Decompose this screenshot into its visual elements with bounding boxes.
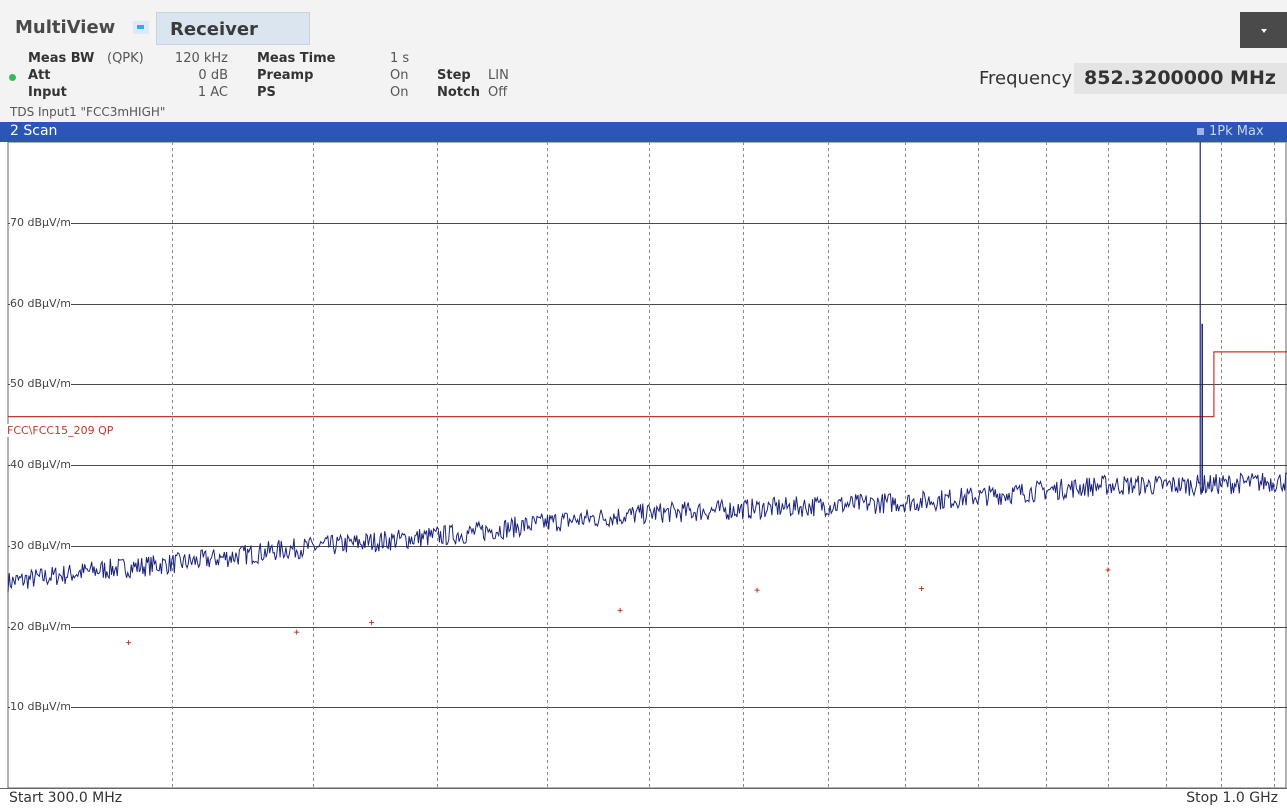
limit-line-label: FCC\FCC15_209 QP [7,424,114,437]
y-tick-label: 10 dBµV/m [10,700,71,714]
input-label: Input [28,85,67,100]
qp-marker [754,587,760,593]
y-tick-label: 40 dBµV/m [10,458,71,471]
trace-color-icon [1197,128,1204,135]
trace-1pk-max [7,471,1287,593]
tab-receiver[interactable]: Receiver [156,12,310,45]
input-value[interactable]: 1 AC [197,85,228,100]
grid-layer [7,142,1287,788]
y-tick-label: 60 dBµV/m [10,296,71,310]
spike-layer [1199,142,1203,494]
meas-time-value[interactable]: 1 s [390,51,410,66]
stop-frequency[interactable]: Stop 1.0 GHz [1186,790,1278,806]
chevron-down-icon[interactable] [1240,12,1287,48]
qp-marker [919,586,925,592]
y-tick-label: 30 dBµV/m [10,538,71,552]
preamp-value[interactable]: On [390,68,409,83]
att-label: Att [28,68,51,83]
att-value[interactable]: 0 dB [198,68,228,83]
trace-label[interactable]: 1Pk Max [1209,124,1264,139]
notch-value[interactable]: Off [488,85,508,100]
qp-marker [126,640,132,646]
marker-layer [126,567,1111,646]
preamp-label: Preamp [257,68,314,83]
meas-bw-value[interactable]: 120 kHz [174,51,228,66]
meas-bw-detector: (QPK) [107,51,144,66]
scan-plot[interactable]: 70 dBµV/m 60 dBµV/m 50 dBµV/m 40 dBµV/m 30 d… [0,142,1287,788]
y-tick-label: 70 dBµV/m [10,215,71,229]
plot-canvas [7,142,1287,788]
y-tick-label: 20 dBµV/m [10,619,71,633]
step-value[interactable]: LIN [488,68,509,83]
ps-value[interactable]: On [390,85,409,100]
source-info: TDS Input1 "FCC3mHIGH" [10,105,166,119]
multiview-icon[interactable] [133,21,149,34]
meas-time-label: Meas Time [257,51,336,66]
frequency-field[interactable]: 852.3200000 MHz [1074,63,1287,94]
frequency-value: 852.3200000 MHz [1084,67,1276,89]
meas-bw-label: Meas BW [28,51,95,66]
ps-label: PS [257,85,276,100]
panel-title: 2 Scan [10,123,58,139]
start-frequency[interactable]: Start 300.0 MHz [9,790,123,806]
tab-receiver-label: Receiver [170,19,258,40]
top-status-bar: MultiView Receiver Meas BW (QPK) 120 kHz… [0,0,1287,122]
qp-marker [1105,567,1111,573]
step-label: Step [437,68,471,83]
limit-line [8,351,1287,418]
qp-marker [294,629,300,635]
frequency-label: Frequency [979,68,1072,89]
qp-marker [617,607,623,613]
app-title: MultiView [15,17,116,38]
axis-footer: Start 300.0 MHz Stop 1.0 GHz [0,788,1287,808]
notch-label: Notch [437,85,480,100]
y-tick-label: 50 dBµV/m [10,377,71,391]
status-led-icon [9,74,16,81]
scan-panel-header[interactable]: 2 Scan 1Pk Max [0,122,1287,142]
qp-marker [369,619,375,625]
